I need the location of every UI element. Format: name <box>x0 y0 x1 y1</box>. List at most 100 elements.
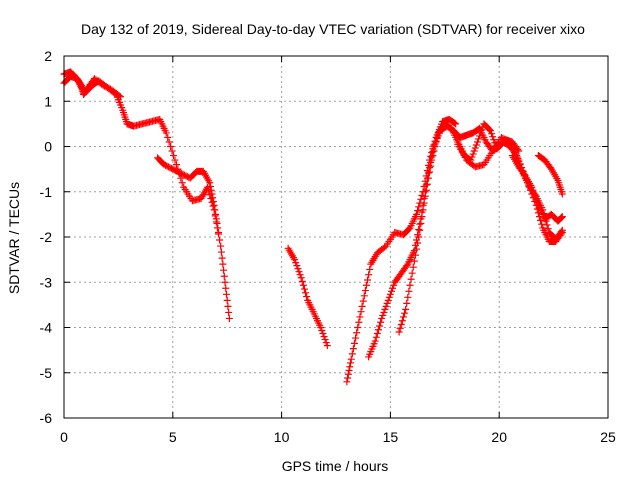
data-point-interp <box>427 162 435 170</box>
data-point-interp <box>417 195 425 203</box>
series-track-c <box>154 154 222 236</box>
data-point-interp <box>320 333 328 341</box>
y-tick-label: 1 <box>44 93 52 109</box>
series-track-d <box>284 244 331 350</box>
plot-frame <box>63 55 609 419</box>
x-tick-label: 15 <box>383 429 399 445</box>
data-point <box>371 337 379 345</box>
data-point-interp <box>530 189 538 197</box>
data-point <box>428 156 436 164</box>
data-point <box>384 296 392 304</box>
data-point <box>378 314 386 322</box>
data-point-interp <box>216 236 224 244</box>
data-point-interp <box>364 276 372 284</box>
data-point-interp <box>366 265 374 273</box>
data-point-interp <box>293 262 301 270</box>
data-point-interp <box>322 339 330 347</box>
data-point <box>360 292 368 300</box>
data-point-interp <box>416 220 424 228</box>
grid-layer <box>64 56 608 418</box>
data-point-interp <box>490 136 498 144</box>
data-point-interp <box>382 302 390 310</box>
data-point-interp <box>209 198 217 206</box>
y-axis-label: SDTVAR / TECUs <box>6 182 22 294</box>
y-tick-label: -5 <box>40 365 53 381</box>
data-point-interp <box>373 330 381 338</box>
data-point <box>210 201 218 209</box>
data-point-interp <box>168 147 176 155</box>
data-point-interp <box>178 179 186 187</box>
data-point <box>225 314 233 322</box>
data-point <box>528 183 536 191</box>
data-point-interp <box>347 359 355 367</box>
data-point-interp <box>303 293 311 301</box>
data-point-interp <box>115 92 123 100</box>
data-point-interp <box>417 219 425 227</box>
data-point-interp <box>220 272 228 280</box>
data-point-interp <box>345 366 353 374</box>
data-point <box>206 179 214 187</box>
data-point-interp <box>358 302 366 310</box>
data-point-interp <box>433 133 441 141</box>
data-point-interp <box>353 329 361 337</box>
data-point-interp <box>352 334 360 342</box>
data-point-interp <box>225 308 233 316</box>
data-point-interp <box>532 195 540 203</box>
data-point-interp <box>397 320 405 328</box>
data-point-interp <box>212 215 220 223</box>
data-point <box>162 129 170 137</box>
data-point-interp <box>296 271 304 279</box>
data-point-interp <box>431 143 439 150</box>
data-point <box>323 342 331 350</box>
data-point-interp <box>415 225 423 233</box>
data-point-interp <box>472 141 480 149</box>
data-point-interp <box>411 251 419 259</box>
x-tick-label: 5 <box>169 429 177 445</box>
data-point-interp <box>533 198 541 206</box>
data-point-interp <box>538 220 546 228</box>
data-point <box>415 233 423 241</box>
data-point <box>395 328 403 336</box>
data-point <box>558 228 566 236</box>
data-point <box>473 138 481 146</box>
data-point <box>117 93 125 101</box>
data-point-interp <box>414 207 422 215</box>
data-point-interp <box>485 126 493 134</box>
data-point-interp <box>177 174 185 182</box>
data-point-interp <box>300 285 308 293</box>
x-tick-label: 10 <box>274 429 290 445</box>
data-point-interp <box>414 239 422 247</box>
data-point-interp <box>222 290 230 298</box>
data-point-interp <box>344 370 352 378</box>
data-point-interp <box>476 132 484 140</box>
data-point-interp <box>413 245 421 253</box>
data-point-interp <box>544 225 552 233</box>
y-tick-label: -2 <box>40 229 53 245</box>
data-point-interp <box>165 138 173 146</box>
data-point <box>354 324 362 331</box>
data-point-interp <box>362 281 370 289</box>
data-point-interp <box>403 299 411 307</box>
data-point-interp <box>405 287 413 295</box>
data-point <box>402 305 410 313</box>
data-point <box>408 269 416 277</box>
data-point <box>558 190 566 198</box>
data-point-interp <box>409 263 417 271</box>
data-point-interp <box>294 265 302 273</box>
data-point-interp <box>377 318 385 326</box>
data-point-interp <box>407 275 415 283</box>
data-point-interp <box>374 326 382 334</box>
marks-layer <box>60 68 566 386</box>
data-point-interp <box>357 308 365 316</box>
data-point-interp <box>292 259 300 267</box>
data-point-interp <box>537 216 545 224</box>
data-point-interp <box>350 339 358 347</box>
data-point-interp <box>429 152 437 160</box>
data-point <box>413 210 421 218</box>
x-tick-label: 20 <box>491 429 507 445</box>
data-point-interp <box>372 333 380 341</box>
data-point-interp <box>295 268 303 276</box>
chart-title: Day 132 of 2019, Sidereal Day-to-day VTE… <box>81 21 585 37</box>
data-point <box>558 213 566 221</box>
data-point-interp <box>426 168 434 176</box>
